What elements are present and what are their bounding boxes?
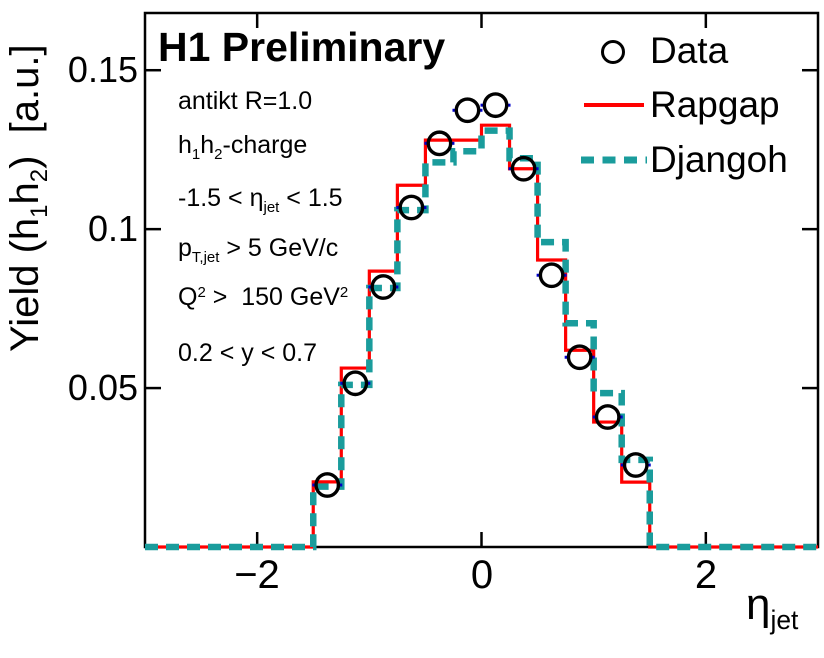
annotation-eta-pre: -1.5 <	[178, 184, 250, 212]
x-axis-label-sub: jet	[770, 605, 799, 636]
legend-label-rapgap: Rapgap	[650, 84, 780, 125]
x-tick-label-m2: −2	[234, 553, 280, 597]
djangoh-histogram	[145, 127, 818, 551]
eta-symbol: η	[249, 184, 264, 212]
annotation-eta-sub: jet	[263, 198, 280, 216]
x-tick-label-0: 0	[470, 553, 494, 597]
x-tick-label-2: 2	[694, 553, 718, 597]
data-point-marker	[454, 97, 481, 124]
annotation-q2-sup2: 2	[339, 283, 349, 301]
y-axis-label-sub1: 1	[26, 204, 54, 218]
y-axis-label-text2: h	[3, 182, 47, 205]
y-tick-label-015: 0.15	[67, 49, 138, 90]
y-tick-label-005: 0.05	[67, 367, 138, 408]
data-point-marker	[622, 452, 649, 478]
annotation-y-cut: 0.2 < y < 0.7	[178, 339, 317, 367]
y-axis-label: Yield (h1h2) [a.u.]	[3, 44, 53, 352]
legend-data-marker-icon	[601, 40, 625, 64]
x-axis-label: ηjet	[746, 580, 798, 633]
annotation-charge-sub2: 2	[214, 145, 223, 163]
rapgap-histogram	[145, 123, 818, 549]
annotation-pt-post: > 5 GeV/c	[219, 234, 339, 262]
data-point-marker	[482, 92, 509, 119]
data-point-marker	[538, 262, 565, 289]
data-point-marker	[594, 404, 621, 430]
annotation-eta-cut: -1.5 < ηjet < 1.5	[178, 184, 343, 215]
plot-title: H1 Preliminary	[158, 24, 446, 70]
annotation-q2-pre: Q	[178, 283, 198, 311]
annotation-charge-text3: -charge	[222, 131, 308, 159]
data-point-marker	[314, 472, 341, 498]
annotation-pt-cut: pT,jet > 5 GeV/c	[178, 234, 339, 265]
data-point-marker	[566, 344, 593, 371]
annotation-pt-sub: T,jet	[191, 248, 220, 266]
annotation-q2-sup1: 2	[197, 283, 206, 301]
x-axis-eta-symbol: η	[746, 580, 771, 629]
annotation-charge-text: h	[178, 131, 192, 159]
data-point-marker	[510, 155, 537, 182]
data-point-marker	[370, 274, 397, 300]
legend-label-data: Data	[650, 30, 729, 71]
annotation-eta-post: < 1.5	[279, 184, 343, 212]
annotation-charge: h1h2-charge	[178, 131, 308, 162]
y-axis-label-sub2: 2	[26, 168, 54, 183]
annotation-pt-pre: p	[178, 234, 192, 262]
annotation-charge-sub1: 1	[191, 145, 201, 163]
annotation-q2-cut: Q2 > 150 GeV2	[178, 284, 348, 310]
legend-label-djangoh: Djangoh	[650, 139, 788, 180]
data-point-marker	[342, 370, 369, 397]
y-axis-label-text3: ) [a.u.]	[3, 44, 47, 169]
annotation-charge-text2: h	[200, 131, 215, 159]
data-point-marker	[426, 130, 453, 157]
annotation-q2-mid: > 150 GeV	[205, 283, 340, 311]
annotation-antikt: antikt R=1.0	[178, 87, 313, 115]
y-axis-label-text: Yield (h	[3, 217, 47, 352]
y-tick-label-01: 0.1	[87, 208, 138, 249]
data-point-marker	[398, 194, 425, 221]
